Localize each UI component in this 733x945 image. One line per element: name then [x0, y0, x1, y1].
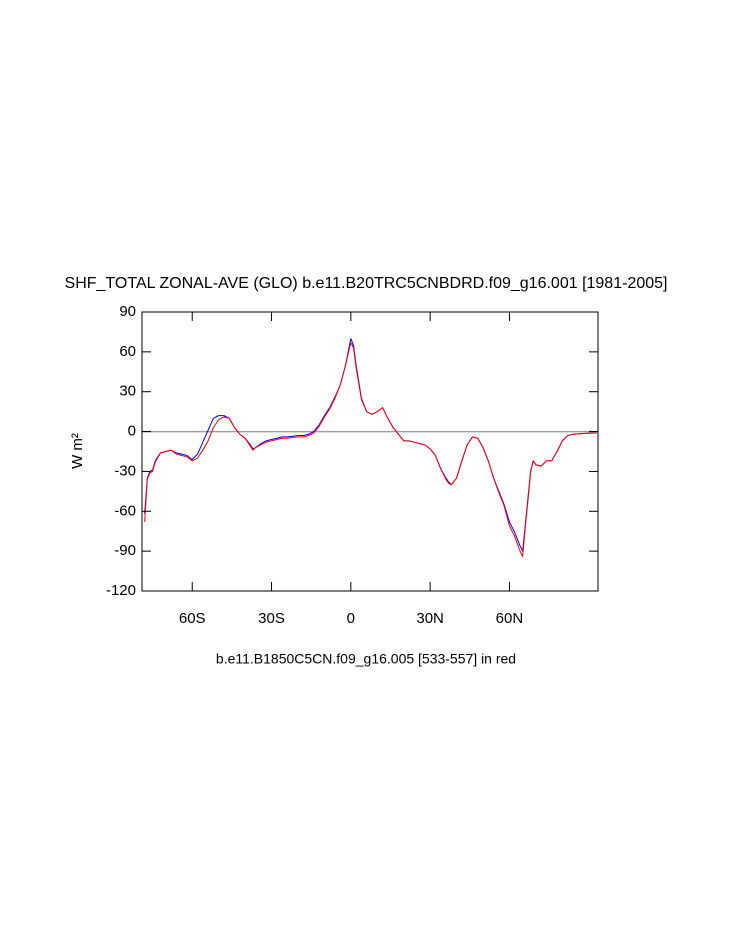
y-tick-label: 30: [119, 383, 136, 400]
y-tick-label: -90: [114, 542, 136, 559]
data-line: [144, 338, 597, 552]
data-line: [144, 342, 597, 557]
y-tick-label: -30: [114, 462, 136, 479]
x-tick-label: 60S: [179, 610, 206, 627]
y-tick-label: 60: [119, 343, 136, 360]
y-tick-label: 90: [119, 303, 136, 320]
x-tick-label: 30S: [258, 610, 285, 627]
chart-title: SHF_TOTAL ZONAL-AVE (GLO) b.e11.B20TRC5C…: [65, 275, 668, 292]
x-tick-label: 60N: [496, 610, 524, 627]
x-tick-label: 30N: [416, 610, 444, 627]
x-tick-label: 0: [347, 610, 355, 627]
y-tick-label: -120: [106, 582, 136, 599]
subtitle: b.e11.B1850C5CN.f09_g16.005 [533-557] in…: [216, 651, 516, 667]
y-axis-label: W m²: [69, 433, 86, 469]
y-tick-label: -60: [114, 502, 136, 519]
plot-frame: [141, 311, 599, 592]
y-tick-label: 0: [128, 423, 136, 440]
